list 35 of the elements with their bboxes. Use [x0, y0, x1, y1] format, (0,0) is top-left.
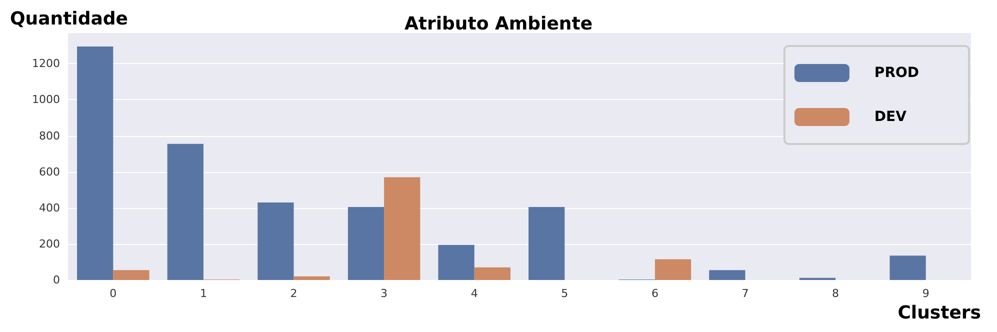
- x-tick-label: 1: [200, 287, 207, 300]
- x-tick-label: 8: [832, 287, 840, 300]
- x-tick-label: 3: [380, 287, 388, 300]
- bar: [167, 144, 204, 280]
- bar: [384, 177, 420, 280]
- bar: [474, 267, 510, 280]
- y-tick-label: 0: [53, 274, 60, 286]
- bar: [654, 259, 692, 280]
- x-tick-label: 2: [290, 287, 298, 300]
- legend-label: DEV: [874, 109, 907, 125]
- x-tick-label: 5: [561, 287, 568, 300]
- x-tick-label: 9: [922, 287, 930, 300]
- y-tick-label: 400: [39, 201, 60, 214]
- x-axis-title: Clusters: [898, 302, 981, 324]
- y-tick-label: 600: [39, 165, 60, 178]
- x-tick-label: 4: [470, 287, 478, 300]
- y-tick-label: 1000: [32, 93, 60, 106]
- bar: [294, 276, 330, 280]
- bar: [890, 256, 926, 280]
- bar: [77, 46, 114, 280]
- legend-label: PROD: [874, 65, 920, 81]
- bar: [348, 206, 384, 280]
- bar: [113, 270, 150, 280]
- chart-title: Atributo Ambiente: [404, 14, 593, 34]
- bar: [528, 206, 565, 280]
- bar: [709, 270, 746, 280]
- bar: [438, 244, 474, 280]
- y-tick-label: 1200: [32, 57, 60, 70]
- x-tick-label: 0: [110, 287, 117, 300]
- y-axis-title: Quantidade: [10, 8, 128, 30]
- y-tick-label: 800: [39, 129, 60, 142]
- x-tick-label: 7: [742, 287, 749, 300]
- y-tick-label: 200: [39, 237, 60, 250]
- x-tick-label: 6: [651, 287, 658, 300]
- bar: [258, 202, 294, 280]
